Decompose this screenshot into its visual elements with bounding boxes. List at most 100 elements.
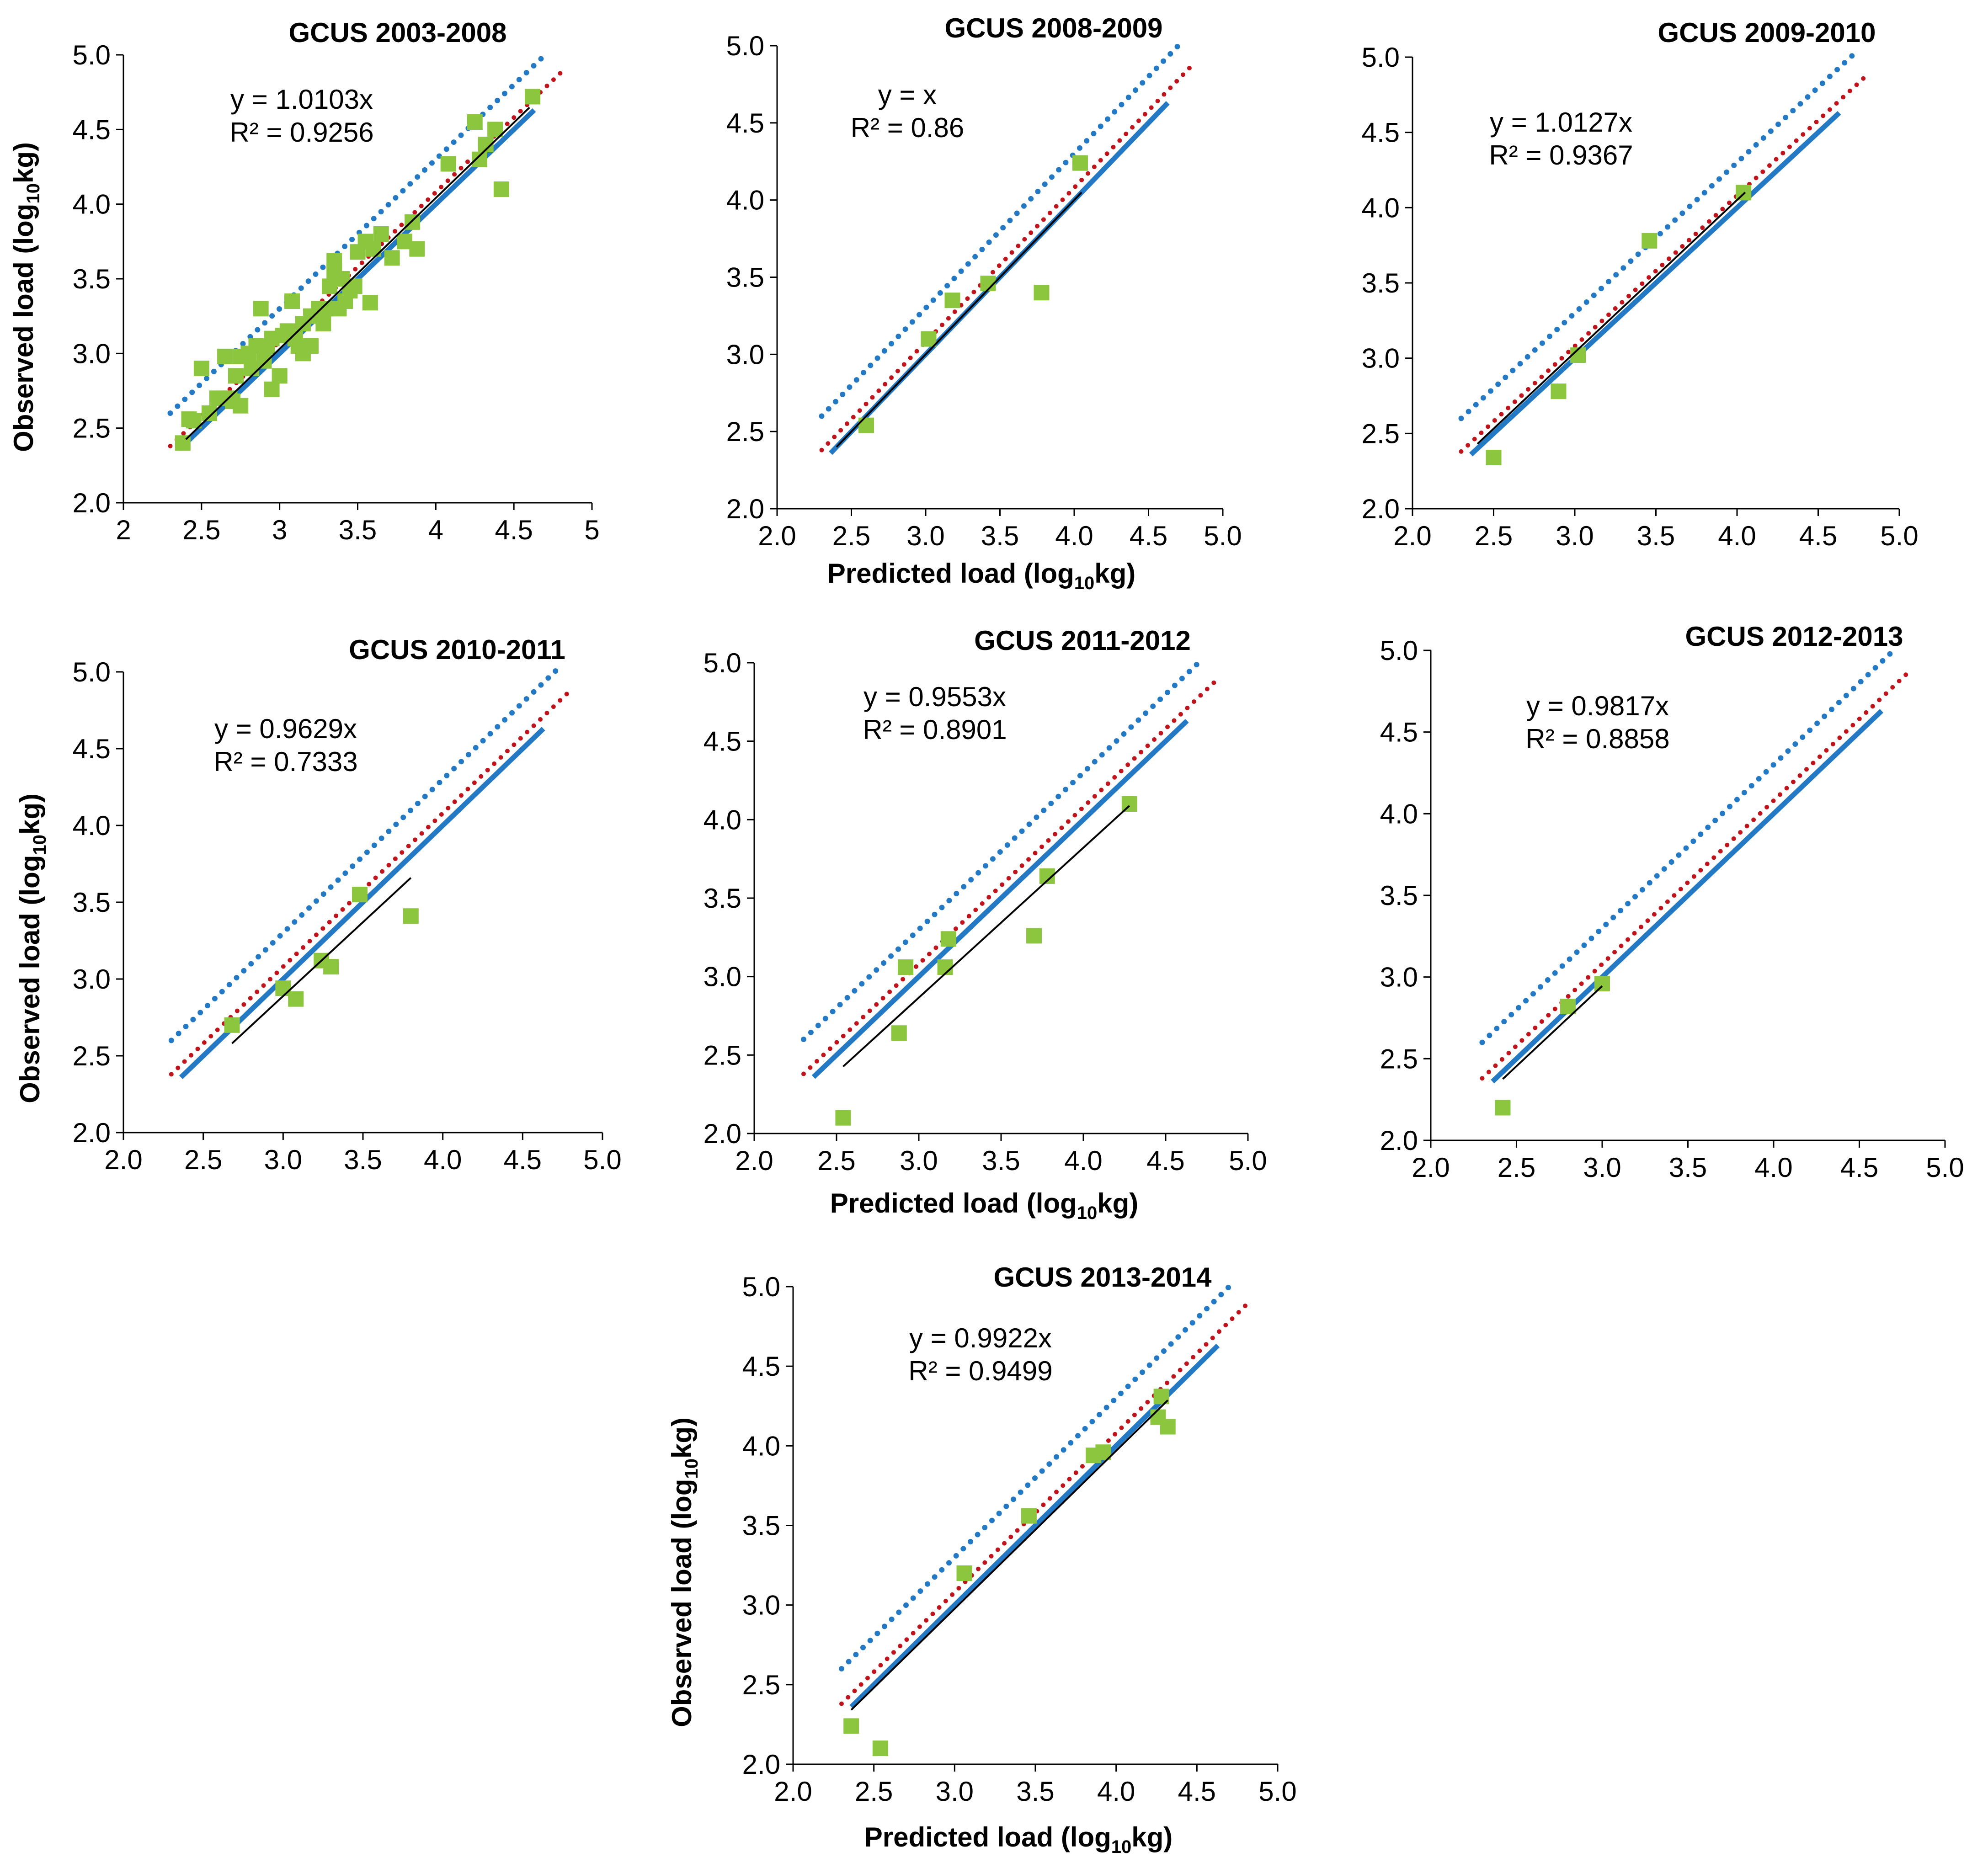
- x-tick-label: 5.0: [1926, 1152, 1964, 1183]
- data-point: [872, 1740, 888, 1756]
- x-tick-label: 4: [428, 515, 443, 545]
- trendline-equation: y = 0.9922x: [909, 1323, 1052, 1353]
- y-tick-label: 2.5: [1362, 418, 1400, 449]
- r-squared-label: R² = 0.9499: [908, 1356, 1052, 1386]
- data-point: [493, 181, 509, 197]
- data-point: [937, 959, 953, 975]
- y-tick-label: 3.0: [726, 339, 764, 370]
- one-to-one-line: [849, 1343, 1220, 1709]
- y-tick-label: 5.0: [726, 31, 764, 61]
- data-point: [1034, 285, 1050, 301]
- data-point: [1594, 975, 1610, 991]
- x-tick-label: 3.5: [1669, 1152, 1707, 1183]
- x-tick-label: 4.0: [1718, 521, 1756, 551]
- lower-bound-dotted-line: [1480, 667, 1913, 1081]
- y-tick-label: 2.5: [73, 413, 111, 444]
- x-tick-label: 2.0: [758, 521, 796, 551]
- data-point: [253, 301, 269, 317]
- data-point: [288, 991, 304, 1007]
- fitted-trendline: [231, 877, 412, 1044]
- one-to-one-line: [179, 727, 545, 1080]
- data-point: [201, 405, 217, 421]
- fitted-trendline: [185, 106, 530, 440]
- x-tick-label: 2.5: [855, 1776, 893, 1807]
- data-point: [365, 241, 381, 257]
- data-point: [440, 156, 456, 172]
- data-point: [233, 398, 249, 414]
- upper-bound-dotted-line: [167, 49, 551, 416]
- trendline-equation: y = 1.0103x: [230, 84, 373, 115]
- data-point: [303, 338, 319, 354]
- y-axis-label: Observed load (log10kg): [15, 793, 50, 1103]
- upper-bound-dotted-line: [839, 1281, 1236, 1671]
- chart-panel-gcus-2003-2008: GCUS 2003-2008 y = 1.0103x R² = 0.9256 O…: [8, 17, 600, 545]
- y-tick-label: 3.0: [704, 962, 741, 992]
- y-tick-label: 2.0: [73, 488, 111, 518]
- trendline-equation: y = x: [878, 80, 937, 110]
- r-squared-label: R² = 0.9256: [229, 117, 373, 148]
- y-tick-label: 2.0: [704, 1118, 741, 1149]
- y-tick-label: 5.0: [1362, 42, 1400, 73]
- x-tick-label: 2.5: [1498, 1152, 1535, 1183]
- x-tick-label: 3.5: [344, 1144, 382, 1175]
- data-point: [224, 1017, 240, 1033]
- x-tick-label: 3.5: [982, 1145, 1020, 1176]
- fitted-trendline: [842, 805, 1130, 1068]
- y-tick-label: 2.0: [742, 1749, 780, 1780]
- x-tick-label: 5.0: [583, 1144, 621, 1175]
- data-point: [315, 316, 331, 331]
- y-tick-label: 5.0: [73, 40, 111, 70]
- x-tick-label: 5.0: [1880, 521, 1918, 551]
- r-squared-label: R² = 0.9367: [1489, 140, 1633, 170]
- x-tick-label: 2.0: [1393, 521, 1431, 551]
- data-point: [323, 959, 339, 975]
- x-tick-label: 2.5: [817, 1145, 855, 1176]
- y-tick-label: 3.0: [1362, 343, 1400, 374]
- chart-title: GCUS 2009-2010: [1658, 17, 1876, 48]
- y-tick-label: 4.5: [1362, 117, 1400, 148]
- data-point: [1026, 928, 1042, 944]
- x-tick-label: 4.5: [504, 1144, 542, 1175]
- x-tick-label: 5.0: [1229, 1145, 1267, 1176]
- fitted-trendline: [850, 1400, 1169, 1711]
- lower-bound-dotted-line: [801, 679, 1217, 1076]
- one-to-one-line: [1491, 709, 1884, 1084]
- chart-panel-gcus-2008-2009: GCUS 2008-2009 y = x R² = 0.86 Predicted…: [726, 13, 1242, 593]
- r-squared-label: R² = 0.7333: [213, 746, 357, 777]
- y-tick-label: 3.0: [1380, 962, 1418, 993]
- y-tick-label: 3.5: [742, 1511, 780, 1541]
- y-axis-label: Observed load (log10kg): [666, 1417, 702, 1727]
- x-tick-label: 3.0: [936, 1776, 974, 1807]
- x-tick-label: 2.5: [184, 1144, 222, 1175]
- y-tick-label: 2.0: [1380, 1125, 1418, 1156]
- x-tick-label: 3.0: [906, 521, 944, 551]
- r-squared-label: R² = 0.8901: [863, 714, 1007, 745]
- y-tick-label: 3.5: [73, 887, 111, 918]
- y-tick-label: 3.0: [73, 338, 111, 369]
- y-tick-label: 3.5: [1380, 880, 1418, 911]
- y-tick-label: 4.0: [726, 185, 764, 216]
- x-tick-label: 4.0: [424, 1144, 462, 1175]
- x-tick-label: 4.5: [1178, 1776, 1216, 1807]
- x-tick-label: 3.5: [1637, 521, 1675, 551]
- data-point: [1560, 998, 1576, 1014]
- y-tick-label: 2.0: [726, 494, 764, 524]
- chart-title: GCUS 2008-2009: [945, 13, 1163, 43]
- data-point: [284, 293, 300, 309]
- x-tick-label: 2.5: [182, 515, 220, 545]
- fitted-trendline: [1502, 985, 1603, 1080]
- x-tick-label: 2.0: [1412, 1152, 1450, 1183]
- data-point: [403, 908, 419, 924]
- data-point: [921, 331, 937, 347]
- data-point: [1495, 1100, 1511, 1116]
- upper-bound-dotted-line: [801, 657, 1205, 1042]
- x-tick-label: 3.0: [1583, 1152, 1621, 1183]
- data-point: [373, 226, 389, 242]
- chart-title: GCUS 2003-2008: [289, 17, 507, 48]
- y-tick-label: 5.0: [742, 1272, 780, 1302]
- data-point: [1551, 383, 1567, 399]
- data-point: [1021, 1508, 1037, 1524]
- x-tick-label: 4.0: [1064, 1145, 1102, 1176]
- r-squared-label: R² = 0.86: [851, 112, 964, 143]
